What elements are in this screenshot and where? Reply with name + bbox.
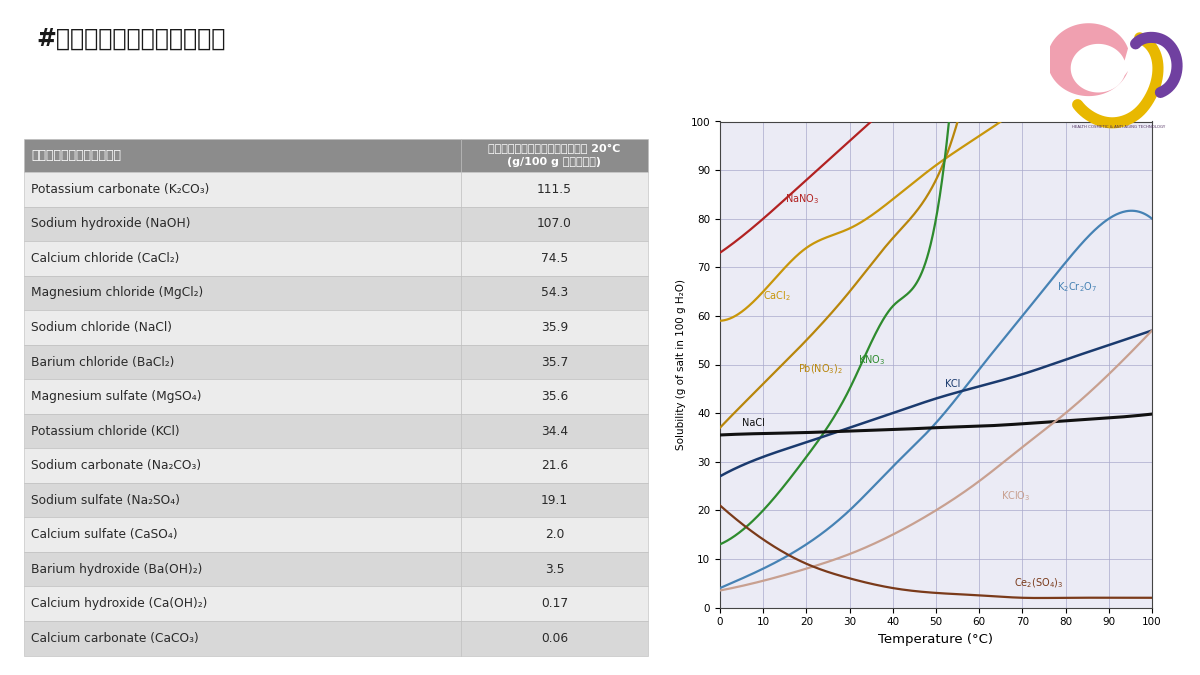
Text: สารอนินทรีย์: สารอนินทรีย์: [31, 149, 121, 162]
Text: Calcium hydroxide (Ca(OH)₂): Calcium hydroxide (Ca(OH)₂): [31, 597, 208, 610]
FancyBboxPatch shape: [24, 345, 461, 379]
Text: 3.5: 3.5: [545, 563, 564, 576]
Text: Sodium chloride (NaCl): Sodium chloride (NaCl): [31, 321, 173, 334]
Text: 107.0: 107.0: [536, 217, 572, 230]
Text: Barium hydroxide (Ba(OH)₂): Barium hydroxide (Ba(OH)₂): [31, 563, 203, 576]
Text: Potassium carbonate (K₂CO₃): Potassium carbonate (K₂CO₃): [31, 183, 210, 196]
FancyBboxPatch shape: [24, 414, 461, 448]
Text: Magnesium chloride (MgCl₂): Magnesium chloride (MgCl₂): [31, 286, 204, 300]
FancyBboxPatch shape: [461, 139, 648, 172]
FancyBboxPatch shape: [461, 275, 648, 310]
FancyBboxPatch shape: [461, 483, 648, 518]
Text: KClO$_3$: KClO$_3$: [1001, 489, 1031, 503]
FancyBboxPatch shape: [24, 207, 461, 241]
Text: Calcium chloride (CaCl₂): Calcium chloride (CaCl₂): [31, 252, 180, 265]
FancyBboxPatch shape: [24, 448, 461, 483]
Text: 54.3: 54.3: [541, 286, 568, 300]
FancyBboxPatch shape: [24, 483, 461, 518]
Text: 35.9: 35.9: [541, 321, 568, 334]
FancyBboxPatch shape: [24, 172, 461, 207]
FancyBboxPatch shape: [461, 310, 648, 345]
Text: Sodium carbonate (Na₂CO₃): Sodium carbonate (Na₂CO₃): [31, 459, 202, 472]
Text: 2.0: 2.0: [545, 529, 564, 541]
Text: Barium chloride (BaCl₂): Barium chloride (BaCl₂): [31, 356, 175, 369]
FancyBboxPatch shape: [461, 172, 648, 207]
FancyBboxPatch shape: [461, 621, 648, 655]
Text: Pb(NO$_3$)$_2$: Pb(NO$_3$)$_2$: [798, 362, 842, 376]
X-axis label: Temperature (°C): Temperature (°C): [878, 632, 994, 646]
Text: สภาพละลายได้ที่ 20°C
(g/100 g ในน้ำ): สภาพละลายได้ที่ 20°C (g/100 g ในน้ำ): [488, 144, 620, 167]
FancyBboxPatch shape: [461, 414, 648, 448]
FancyBboxPatch shape: [461, 379, 648, 414]
FancyBboxPatch shape: [24, 139, 461, 172]
Text: Ce$_2$(SO$_4$)$_3$: Ce$_2$(SO$_4$)$_3$: [1014, 576, 1063, 590]
Text: CaCl$_2$: CaCl$_2$: [763, 290, 791, 303]
FancyBboxPatch shape: [24, 552, 461, 587]
FancyBboxPatch shape: [461, 207, 648, 241]
Text: Calcium sulfate (CaSO₄): Calcium sulfate (CaSO₄): [31, 529, 178, 541]
FancyBboxPatch shape: [461, 518, 648, 552]
Text: 35.7: 35.7: [541, 356, 568, 369]
Text: Sodium hydroxide (NaOH): Sodium hydroxide (NaOH): [31, 217, 191, 230]
Text: 111.5: 111.5: [536, 183, 572, 196]
FancyBboxPatch shape: [24, 241, 461, 275]
Text: HEALTH COSMETIC & ANTI-AGING TECHNOLOGY: HEALTH COSMETIC & ANTI-AGING TECHNOLOGY: [1073, 125, 1165, 129]
Text: 0.17: 0.17: [541, 597, 568, 610]
Text: K$_2$Cr$_2$O$_7$: K$_2$Cr$_2$O$_7$: [1057, 280, 1097, 294]
Text: Magnesium sulfate (MgSO₄): Magnesium sulfate (MgSO₄): [31, 390, 202, 403]
Text: KCl: KCl: [944, 379, 960, 389]
Text: 21.6: 21.6: [541, 459, 568, 472]
Text: Sodium sulfate (Na₂SO₄): Sodium sulfate (Na₂SO₄): [31, 493, 180, 507]
Text: Potassium chloride (KCl): Potassium chloride (KCl): [31, 425, 180, 437]
FancyBboxPatch shape: [24, 621, 461, 655]
Text: NaNO$_3$: NaNO$_3$: [785, 192, 818, 206]
Text: Calcium carbonate (CaCO₃): Calcium carbonate (CaCO₃): [31, 632, 199, 645]
Text: KNO$_3$: KNO$_3$: [858, 353, 886, 367]
FancyBboxPatch shape: [461, 345, 648, 379]
Text: 74.5: 74.5: [541, 252, 568, 265]
Text: NaCl: NaCl: [742, 418, 764, 428]
Text: 35.6: 35.6: [541, 390, 568, 403]
FancyBboxPatch shape: [461, 587, 648, 621]
FancyBboxPatch shape: [24, 518, 461, 552]
FancyBboxPatch shape: [461, 448, 648, 483]
Text: 34.4: 34.4: [541, 425, 568, 437]
Polygon shape: [1048, 23, 1128, 96]
FancyBboxPatch shape: [461, 241, 648, 275]
FancyBboxPatch shape: [461, 552, 648, 587]
Text: 19.1: 19.1: [541, 493, 568, 507]
Text: #สภาพละลายได้: #สภาพละลายได้: [36, 27, 226, 51]
FancyBboxPatch shape: [24, 310, 461, 345]
FancyBboxPatch shape: [24, 587, 461, 621]
Y-axis label: Solubility (g of salt in 100 g H₂O): Solubility (g of salt in 100 g H₂O): [677, 279, 686, 450]
FancyBboxPatch shape: [24, 275, 461, 310]
Text: 0.06: 0.06: [541, 632, 568, 645]
FancyBboxPatch shape: [24, 379, 461, 414]
